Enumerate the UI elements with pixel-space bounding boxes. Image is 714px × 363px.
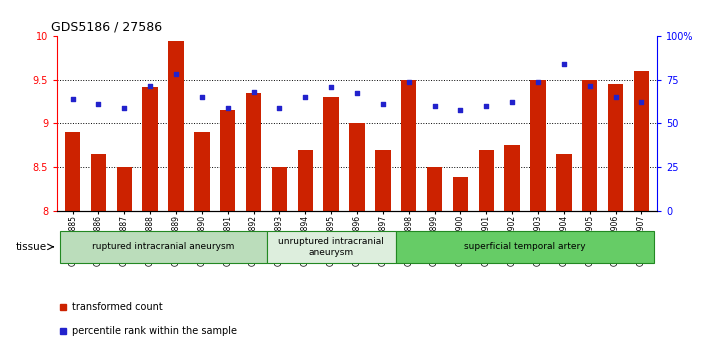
Point <box>222 105 233 111</box>
Bar <box>220 110 236 211</box>
Bar <box>375 150 391 211</box>
FancyBboxPatch shape <box>396 231 654 263</box>
Text: unruptured intracranial
aneurysm: unruptured intracranial aneurysm <box>278 237 384 257</box>
Text: GDS5186 / 27586: GDS5186 / 27586 <box>51 21 162 34</box>
Point <box>196 94 208 100</box>
Point <box>610 94 621 100</box>
Point <box>455 107 466 113</box>
Point <box>635 99 647 105</box>
Bar <box>453 178 468 211</box>
Text: transformed count: transformed count <box>72 302 163 312</box>
Bar <box>582 80 598 211</box>
Bar <box>504 145 520 211</box>
Bar <box>169 41 183 211</box>
Point <box>326 84 337 90</box>
Bar <box>142 87 158 211</box>
FancyBboxPatch shape <box>266 231 396 263</box>
Bar <box>608 84 623 211</box>
Bar <box>272 167 287 211</box>
Point <box>171 71 182 77</box>
Bar <box>65 132 81 211</box>
FancyBboxPatch shape <box>60 231 266 263</box>
Point <box>248 89 259 95</box>
Bar <box>349 123 365 211</box>
Text: tissue: tissue <box>15 242 46 252</box>
Bar <box>298 150 313 211</box>
Point <box>429 103 441 109</box>
Bar <box>116 167 132 211</box>
Point <box>403 79 414 85</box>
Bar <box>91 154 106 211</box>
Point <box>273 105 285 111</box>
Bar <box>427 167 442 211</box>
Point <box>558 61 570 67</box>
Bar <box>194 132 210 211</box>
Point <box>506 99 518 105</box>
Bar <box>633 71 649 211</box>
Point <box>481 103 492 109</box>
Point <box>377 101 388 107</box>
Point <box>351 90 363 96</box>
Bar <box>401 80 416 211</box>
Text: ruptured intracranial aneurysm: ruptured intracranial aneurysm <box>92 242 234 251</box>
Bar <box>246 93 261 211</box>
Text: superficial temporal artery: superficial temporal artery <box>464 242 586 251</box>
Point <box>93 101 104 107</box>
Bar <box>323 97 339 211</box>
Point <box>532 79 543 85</box>
Point <box>119 105 130 111</box>
Point <box>67 96 79 102</box>
Point <box>144 83 156 89</box>
Bar <box>531 80 545 211</box>
Text: percentile rank within the sample: percentile rank within the sample <box>72 326 237 336</box>
Point <box>584 83 595 89</box>
Bar <box>478 150 494 211</box>
Bar <box>556 154 572 211</box>
Point <box>300 94 311 100</box>
